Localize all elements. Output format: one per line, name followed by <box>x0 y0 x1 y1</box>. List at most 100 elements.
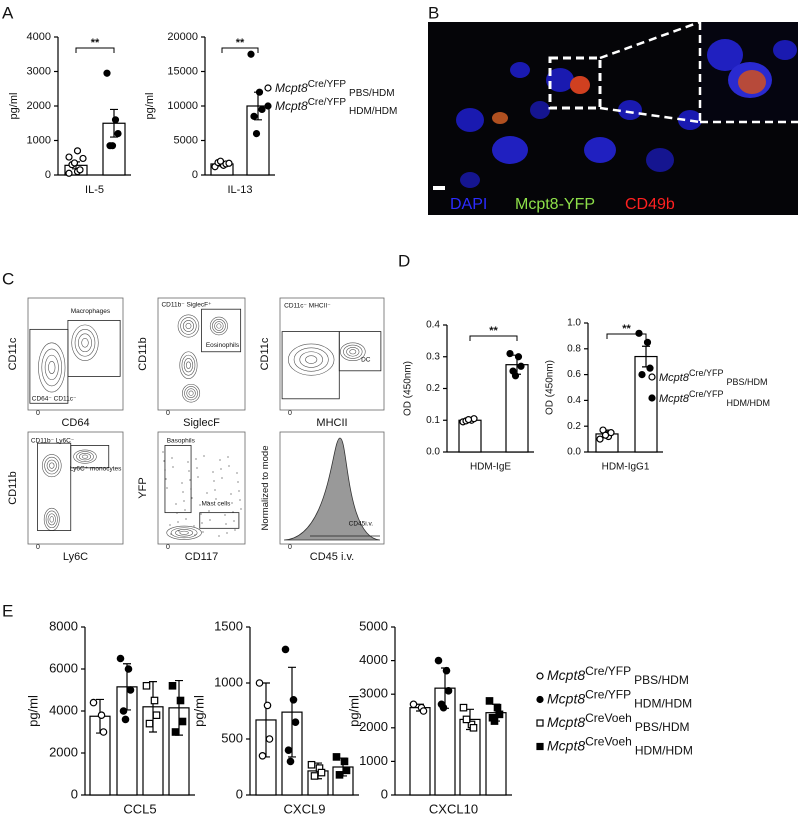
legend-gene: Mcpt8 <box>547 714 585 730</box>
y-tick-label: 8000 <box>49 618 78 633</box>
contour <box>180 317 197 335</box>
y-axis-label: OD (450nm) <box>403 361 414 416</box>
event-dot <box>219 459 221 461</box>
event-dot <box>195 458 197 460</box>
x-tick-label: IL-13 <box>227 184 252 196</box>
scale-bar <box>433 186 445 190</box>
event-dot <box>181 482 183 484</box>
event-dot <box>206 492 208 494</box>
contour <box>46 459 57 472</box>
data-point <box>464 416 473 424</box>
contour <box>177 314 200 338</box>
contour <box>45 510 58 529</box>
event-dot <box>202 531 204 533</box>
bar <box>409 707 431 796</box>
event-dot <box>220 468 222 470</box>
y-tick-label: 0.4 <box>426 320 440 331</box>
event-dot <box>170 533 172 535</box>
legend-gene: Mcpt8 <box>275 99 308 113</box>
x-tick-label: 0 <box>166 544 170 551</box>
data-point <box>536 742 544 751</box>
y-tick-label: 0 <box>381 786 388 801</box>
event-dot <box>239 499 241 501</box>
event-dot <box>196 467 198 469</box>
data-point <box>307 760 316 769</box>
data-point <box>281 645 290 654</box>
contour <box>209 316 228 336</box>
event-dot <box>172 466 174 468</box>
legend-genotype: Cre/YFP <box>689 389 724 399</box>
data-point <box>178 717 187 726</box>
data-point <box>142 681 151 690</box>
panel-letter: C <box>2 269 14 288</box>
y-tick-label: 1000 <box>359 753 388 768</box>
data-point <box>171 728 180 736</box>
contour <box>185 361 191 369</box>
event-dot <box>194 534 196 536</box>
event-dot <box>162 451 164 453</box>
y-tick-label: 6000 <box>49 660 78 675</box>
error-bar <box>288 666 296 758</box>
data-point <box>340 757 349 766</box>
bar <box>485 712 507 796</box>
panel-letter: D <box>398 251 410 270</box>
y-tick-label: 0.4 <box>567 395 581 406</box>
gate-label: Mast cells <box>202 500 232 507</box>
x-tick-label: HDM-IgE <box>470 462 511 473</box>
data-point <box>168 681 177 690</box>
event-dot <box>191 497 193 499</box>
contour <box>186 388 196 398</box>
y-tick-label: 4000 <box>359 652 388 667</box>
event-dot <box>233 520 235 522</box>
y-tick-label: 3000 <box>359 686 388 701</box>
event-dot <box>228 465 230 467</box>
data-point <box>409 700 418 709</box>
y-tick-label: 5000 <box>359 618 388 633</box>
event-dot <box>177 521 179 523</box>
data-point <box>263 701 272 710</box>
event-dot <box>234 529 236 531</box>
x-tick-label: CXCL10 <box>429 801 478 815</box>
data-point <box>121 715 130 724</box>
event-dot <box>214 489 216 491</box>
contour <box>48 360 56 374</box>
contour <box>175 529 194 537</box>
gate <box>70 445 110 469</box>
y-axis-label: YFP <box>137 477 149 498</box>
data-point <box>506 349 514 358</box>
contour <box>184 386 198 401</box>
contour <box>41 454 62 478</box>
event-dot <box>201 522 203 524</box>
legend-gene: Mcpt8 <box>547 738 585 754</box>
flow-plot <box>157 431 246 545</box>
significance-bracket <box>606 333 647 339</box>
event-dot <box>218 535 220 537</box>
event-dot <box>189 479 191 481</box>
data-point <box>439 703 448 712</box>
flow-plot <box>27 297 124 411</box>
gate <box>338 331 382 372</box>
gate-label: CD11b⁻ SiglecF⁺ <box>161 301 211 308</box>
contour <box>182 320 194 332</box>
data-point <box>108 142 117 150</box>
gate <box>67 319 121 377</box>
data-point <box>264 84 272 92</box>
data-point <box>638 371 646 379</box>
data-point <box>648 394 656 402</box>
x-axis-label: CD117 <box>185 551 218 563</box>
contour <box>216 323 222 329</box>
event-dot <box>197 476 199 478</box>
legend-group: PBS/HDM <box>635 720 690 734</box>
legend-entry: Mcpt8Cre/YFPPBS/HDM <box>275 79 395 99</box>
contour <box>340 342 366 362</box>
event-dot <box>193 525 195 527</box>
cells <box>456 22 798 188</box>
channel-label: Mcpt8-YFP <box>515 196 595 213</box>
data-point <box>493 703 502 712</box>
legend-entry: Mcpt8CreVoehHDM/HDM <box>547 735 693 758</box>
contour <box>38 342 66 393</box>
legend-entry: Mcpt8CreVoehPBS/HDM <box>547 711 690 734</box>
data-point <box>332 753 341 761</box>
data-point <box>462 715 471 724</box>
data-point <box>317 768 326 777</box>
